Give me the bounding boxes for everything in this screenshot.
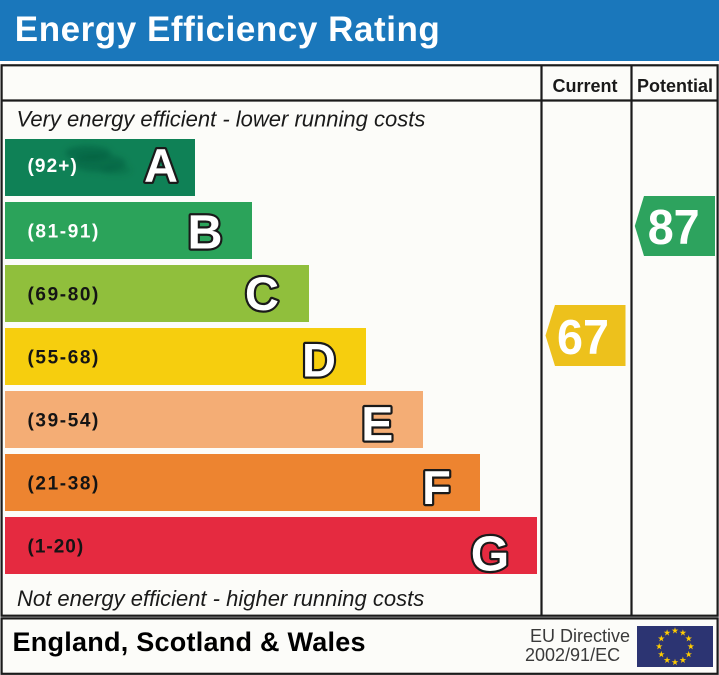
svg-text:B: B xyxy=(187,206,222,260)
svg-text:EU Directive: EU Directive xyxy=(530,626,630,646)
svg-text:67: 67 xyxy=(557,310,609,365)
svg-text:E: E xyxy=(361,398,393,451)
svg-text:(55-68): (55-68) xyxy=(28,347,100,368)
svg-text:(92+): (92+) xyxy=(28,156,78,177)
svg-text:Energy Efficiency Rating: Energy Efficiency Rating xyxy=(15,10,441,49)
svg-text:(69-80): (69-80) xyxy=(28,284,100,305)
svg-text:(1-20): (1-20) xyxy=(28,536,85,557)
svg-text:(39-54): (39-54) xyxy=(28,410,100,431)
svg-text:F: F xyxy=(422,461,451,514)
svg-text:D: D xyxy=(302,333,336,386)
svg-text:Not energy efficient - higher: Not energy efficient - higher running co… xyxy=(17,586,424,611)
svg-text:Very energy efficient - lower: Very energy efficient - lower running co… xyxy=(17,107,426,132)
svg-text:C: C xyxy=(245,267,279,320)
svg-text:A: A xyxy=(144,139,178,192)
svg-text:G: G xyxy=(471,526,510,581)
svg-text:Potential: Potential xyxy=(637,76,713,96)
svg-text:England, Scotland & Wales: England, Scotland & Wales xyxy=(13,627,366,657)
svg-text:Current: Current xyxy=(552,76,617,96)
svg-text:2002/91/EC: 2002/91/EC xyxy=(525,645,620,665)
svg-text:(81-91): (81-91) xyxy=(28,221,100,242)
svg-text:(21-38): (21-38) xyxy=(28,473,100,494)
svg-text:87: 87 xyxy=(648,200,700,255)
